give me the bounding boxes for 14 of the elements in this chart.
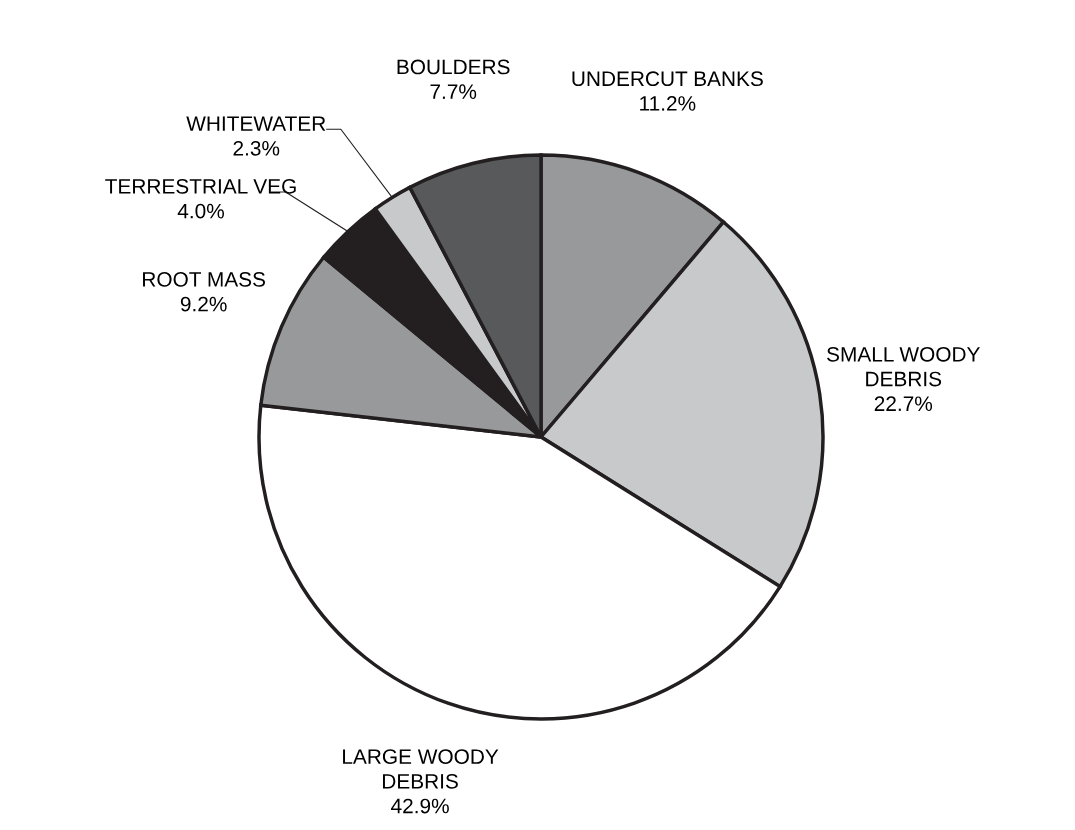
slice-label: LARGE WOODY DEBRIS (343, 749, 499, 789)
data-label: 11.2% (640, 96, 696, 111)
data-label: 4.0% (177, 203, 224, 219)
slice-label: UNDERCUT BANKS (572, 71, 763, 87)
data-label: 9.2% (180, 296, 227, 312)
slice-label: WHITEWATER (186, 116, 326, 131)
slice-label: SMALL WOODY DEBRIS (827, 346, 980, 387)
data-label: 7.7% (430, 84, 477, 99)
slice-label: ROOT MASS (143, 272, 266, 287)
data-label: 22.7% (874, 396, 933, 411)
data-label: 42.9% (391, 798, 449, 814)
slice-label: BOULDERS (397, 59, 510, 75)
slice-label: TERRESTRIAL VEG (105, 179, 296, 194)
data-label: 2.3% (233, 140, 280, 156)
